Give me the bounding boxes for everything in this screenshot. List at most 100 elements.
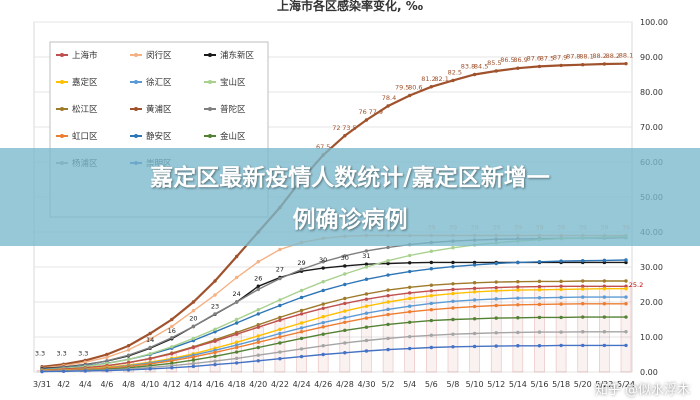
series-point-嘉定区 [559, 287, 563, 292]
series-point-上海市 [364, 297, 369, 301]
series-point-金山区 [234, 350, 239, 354]
series-point-崇明区 [170, 366, 174, 370]
series-point-上海市 [472, 286, 477, 291]
legend-marker [134, 53, 138, 57]
series-point-虹口区 [581, 302, 585, 306]
series-point-虹口区 [472, 304, 477, 309]
series-point-金山区 [537, 315, 542, 320]
series-point-松江区 [278, 315, 282, 320]
series-point-上海市 [602, 284, 607, 288]
series-point-虹口区 [386, 312, 390, 317]
series-point-静安区 [429, 267, 434, 271]
series-point-崇明区 [126, 368, 131, 372]
series-line-金山区 [41, 316, 626, 372]
series-point-静安区 [408, 269, 412, 274]
series-point-徐汇区 [234, 343, 239, 347]
series-point-徐汇区 [429, 301, 434, 306]
x-tick-label: 4/16 [206, 380, 224, 389]
series-point-松江区 [408, 285, 412, 289]
x-tick-label: 5/20 [574, 380, 592, 389]
series-point-金山区 [364, 325, 369, 329]
series-point-普陀区 [364, 249, 369, 253]
series-point-上海市 [321, 306, 325, 310]
series-point-杨浦区 [256, 353, 260, 357]
series-point-杨浦区 [559, 330, 563, 334]
series-point-崇明区 [624, 343, 628, 348]
series-point-崇明区 [61, 369, 66, 373]
chart-title: 上海市各区感染率变化, ‰ [277, 0, 423, 13]
legend-label: 黄浦区 [146, 104, 172, 115]
series-point-松江区 [321, 302, 325, 306]
series-point-杨浦区 [191, 361, 196, 366]
series-point-虹口区 [624, 302, 628, 306]
series-point-崇明区 [321, 352, 325, 357]
x-tick-label: 4/8 [122, 380, 135, 389]
headline-banner: 嘉定区最新疫情人数统计/嘉定区新增一 例确诊病例 [0, 148, 700, 246]
series-point-松江区 [516, 280, 520, 284]
series-point-杨浦区 [537, 330, 542, 334]
series-point-静安区 [256, 312, 260, 316]
series-point-杨浦区 [624, 330, 628, 334]
series-point-宝山区 [234, 317, 239, 322]
series-point-徐汇区 [408, 304, 412, 308]
series-point-崇明区 [83, 369, 87, 373]
series-point-徐汇区 [256, 337, 260, 342]
series-point-黄浦区 [516, 66, 520, 70]
series-point-金山区 [213, 354, 217, 358]
series-point-黄浦区 [624, 61, 628, 66]
series-point-金山区 [451, 317, 455, 322]
data-label: 72 [332, 124, 340, 132]
series-point-金山区 [429, 318, 434, 323]
series-point-闵行区 [213, 293, 217, 297]
data-label: 20 [189, 315, 197, 323]
series-point-金山区 [494, 316, 498, 320]
series-point-嘉定区 [624, 287, 628, 291]
series-point-嘉定区 [278, 327, 282, 331]
series-point-嘉定区 [321, 315, 325, 319]
x-tick-label: 4/4 [79, 380, 92, 389]
series-point-黄浦区 [148, 331, 152, 336]
series-point-浦东新区 [429, 260, 434, 265]
x-tick-label: 4/30 [357, 380, 375, 389]
series-point-普陀区 [256, 287, 260, 292]
data-label: 87.9 [553, 53, 567, 61]
data-label: 67.5 [316, 143, 330, 151]
series-point-嘉定区 [386, 300, 390, 304]
series-point-上海市 [278, 318, 282, 322]
legend-marker [60, 107, 64, 111]
data-label: 80.6 [408, 84, 422, 92]
series-point-普陀区 [299, 267, 304, 272]
legend-marker [134, 134, 138, 138]
series-point-黄浦区 [494, 69, 498, 73]
data-label: 30 [319, 256, 327, 264]
series-point-宝山区 [321, 280, 325, 284]
series-point-静安区 [386, 273, 390, 277]
series-point-宝山区 [256, 308, 260, 312]
data-label: 88.2 [592, 52, 606, 60]
y-tick-label: 20.00 [640, 298, 663, 307]
x-tick-label: 5/4 [403, 380, 416, 389]
series-point-杨浦区 [321, 344, 325, 348]
x-tick-label: 5/14 [509, 380, 527, 389]
series-point-宝山区 [170, 345, 174, 349]
legend-label: 嘉定区 [72, 77, 98, 88]
x-tick-label: 3/31 [33, 380, 51, 389]
data-label: 30 [341, 254, 349, 262]
series-point-崇明区 [429, 345, 434, 350]
series-point-虹口区 [278, 335, 282, 339]
series-point-虹口区 [408, 310, 412, 314]
series-point-浦东新区 [386, 261, 390, 266]
series-point-虹口区 [321, 325, 325, 329]
series-point-黄浦区 [472, 72, 477, 77]
series-point-嘉定区 [472, 290, 477, 294]
series-point-上海市 [148, 357, 152, 361]
series-point-徐汇区 [494, 297, 498, 301]
series-line-徐汇区 [41, 296, 626, 372]
series-point-普陀区 [170, 336, 174, 340]
series-point-虹口区 [602, 302, 607, 306]
legend-label: 金山区 [220, 131, 246, 142]
series-point-徐汇区 [364, 311, 369, 315]
series-point-杨浦区 [213, 359, 217, 363]
series-point-静安区 [537, 260, 542, 264]
legend-marker [60, 134, 64, 138]
